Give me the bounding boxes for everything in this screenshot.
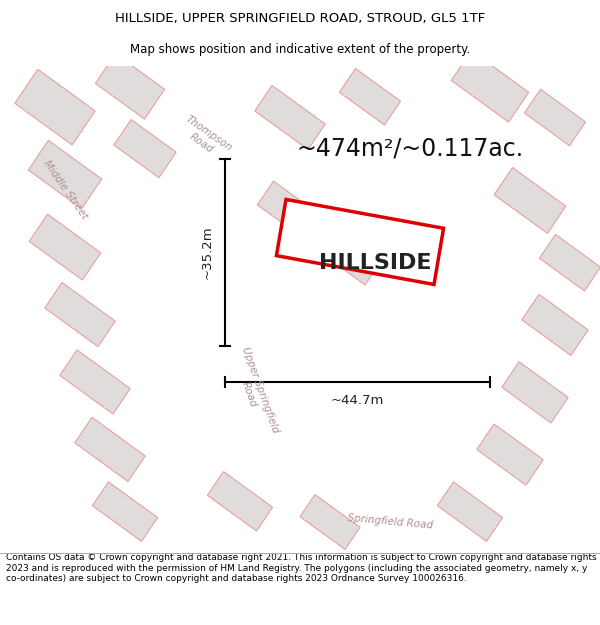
Text: Springfield Road: Springfield Road — [347, 513, 433, 531]
Polygon shape — [257, 181, 323, 241]
Polygon shape — [477, 424, 543, 485]
Text: HILLSIDE: HILLSIDE — [319, 253, 431, 272]
Polygon shape — [300, 494, 360, 549]
Polygon shape — [208, 471, 272, 531]
Text: Contains OS data © Crown copyright and database right 2021. This information is : Contains OS data © Crown copyright and d… — [6, 553, 596, 583]
Polygon shape — [45, 282, 115, 347]
Polygon shape — [75, 418, 145, 481]
Polygon shape — [524, 89, 586, 146]
Polygon shape — [15, 69, 95, 145]
Polygon shape — [437, 482, 503, 541]
Polygon shape — [277, 199, 443, 284]
Polygon shape — [28, 141, 101, 209]
Polygon shape — [92, 482, 158, 541]
Polygon shape — [159, 486, 600, 548]
Text: ~35.2m: ~35.2m — [200, 226, 214, 279]
Text: Upper Springfield
Road: Upper Springfield Road — [229, 346, 281, 439]
Text: HILLSIDE, UPPER SPRINGFIELD ROAD, STROUD, GL5 1TF: HILLSIDE, UPPER SPRINGFIELD ROAD, STROUD… — [115, 12, 485, 25]
Polygon shape — [522, 294, 588, 356]
Text: ~44.7m: ~44.7m — [331, 394, 384, 407]
Polygon shape — [423, 55, 600, 191]
Polygon shape — [502, 362, 568, 423]
Polygon shape — [451, 51, 529, 122]
Polygon shape — [320, 230, 380, 285]
Polygon shape — [494, 168, 566, 233]
Polygon shape — [0, 52, 434, 204]
Polygon shape — [215, 63, 325, 556]
Polygon shape — [95, 54, 164, 119]
Polygon shape — [0, 21, 404, 162]
Polygon shape — [539, 234, 600, 291]
Text: ~474m²/~0.117ac.: ~474m²/~0.117ac. — [296, 137, 524, 161]
Polygon shape — [60, 350, 130, 414]
Text: Thompson
Road: Thompson Road — [176, 114, 233, 162]
Polygon shape — [114, 119, 176, 178]
Polygon shape — [29, 214, 101, 280]
Text: Map shows position and indicative extent of the property.: Map shows position and indicative extent… — [130, 42, 470, 56]
Text: Middle Street: Middle Street — [41, 159, 89, 221]
Polygon shape — [0, 59, 131, 269]
Polygon shape — [255, 86, 325, 149]
Polygon shape — [340, 69, 401, 125]
